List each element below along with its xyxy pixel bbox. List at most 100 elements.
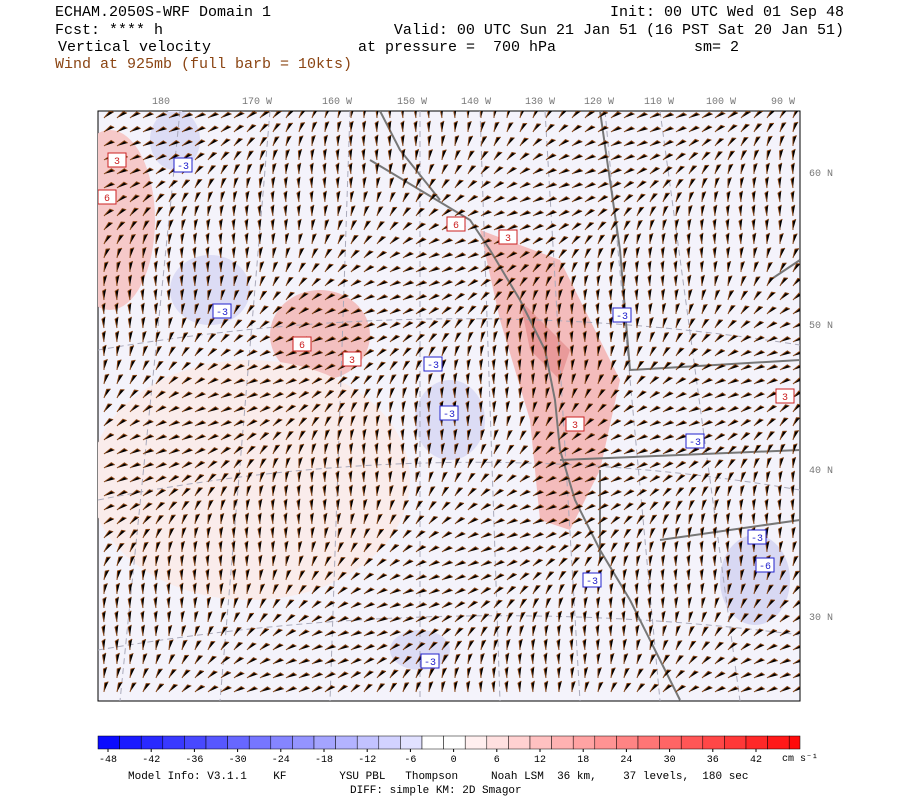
contour-label: -3 (689, 438, 701, 449)
colorbar-bin (119, 735, 142, 750)
longitude-label: 130 W (525, 97, 555, 108)
colorbar-tick-label: -30 (229, 755, 247, 766)
colorbar-bin (594, 735, 617, 750)
contour-label: 6 (299, 341, 305, 352)
contour-label: -3 (424, 658, 436, 669)
colorbar-tick-label: -12 (358, 755, 376, 766)
colorbar-bin (529, 735, 552, 750)
contour-label-box (755, 557, 775, 573)
contour-label-box (342, 351, 362, 367)
colorbar-tick-label: -48 (99, 755, 117, 766)
latitude-label: 50 N (809, 321, 833, 332)
contour-label-box (420, 653, 440, 669)
wind-barbs (101, 111, 800, 693)
contour-label-box (582, 572, 602, 588)
colorbar-tick-label: -42 (142, 755, 160, 766)
colorbar-bin (140, 735, 164, 750)
colorbar-bin (421, 735, 444, 750)
contour-label: 3 (114, 157, 120, 168)
smoothing: sm= 2 (694, 39, 739, 56)
colorbar-bin (486, 735, 509, 750)
longitude-label: 120 W (584, 97, 614, 108)
colorbar-tick-label: -6 (404, 755, 416, 766)
colorbar-tick-label: 30 (664, 755, 676, 766)
contour-label-box (747, 529, 767, 545)
colorbar-bin (335, 735, 358, 750)
contour-label-box (292, 336, 312, 352)
contour-label-box (212, 303, 232, 319)
colorbar-tick-label: 24 (620, 755, 632, 766)
model-info: Model Info: V3.1.1 KF YSU PBL Thompson N… (128, 771, 749, 783)
forecast: Fcst: **** h (55, 22, 163, 39)
contour-label-box (439, 405, 459, 421)
contour-label: 3 (349, 356, 355, 367)
contour-label: -3 (177, 162, 189, 173)
colorbar-bin (378, 735, 401, 750)
colorbar-bin (767, 735, 790, 750)
contour-label-box (565, 416, 585, 432)
colorbar-bin (659, 735, 682, 750)
longitude-label: 160 W (322, 97, 352, 108)
field: Vertical velocity (58, 39, 211, 56)
longitude-label: 110 W (644, 97, 674, 108)
contour-label-box (446, 216, 466, 232)
contour-label-box (498, 229, 518, 245)
colorbar-tick-label: -18 (315, 755, 333, 766)
contour-label-box (423, 356, 443, 372)
colorbar-bin (702, 735, 725, 750)
colorbar: -48 -42 -36 -30 -24 -18 -12 -6 0 6 12 18 24 30 36 42 (97, 735, 801, 766)
colorbar-tick-label: -24 (272, 755, 290, 766)
colorbar-bin (97, 735, 120, 750)
wind-note: Wind at 925mb (full barb = 10kts) (55, 56, 352, 73)
colorbar-bin (788, 735, 801, 750)
colorbar-tick-label: -36 (185, 755, 203, 766)
contour-label: -3 (427, 361, 439, 372)
colorbar-tick-label: 42 (750, 755, 762, 766)
contour-label-box (685, 433, 705, 449)
latitude-label: 60 N (809, 169, 833, 180)
contour-label-box (173, 157, 193, 173)
valid-time: Valid: 00 UTC Sun 21 Jan 51 (16 PST Sat … (394, 22, 844, 39)
colorbar-tick-label: 36 (707, 755, 719, 766)
colorbar-bin (551, 735, 574, 750)
map-body: 3 -3 6 -3 6 3 -3 -3 6 3 -3 3 -3 3 -3 -6 -3 -3 (98, 111, 800, 701)
colorbar-bin (184, 735, 207, 750)
latitude-label: 30 N (809, 613, 833, 624)
colorbar-tick-label: 0 (451, 755, 457, 766)
contour-label-box (107, 152, 127, 168)
colorbar-bin (248, 735, 272, 750)
colorbar-bin (745, 735, 768, 750)
colorbar-unit: cm s⁻¹ (782, 754, 818, 765)
contour-label: 6 (104, 194, 110, 205)
colorbar-bin (616, 735, 639, 750)
contour-label-box (775, 388, 795, 404)
contour-label: -3 (751, 534, 763, 545)
contour-label-box (612, 307, 632, 323)
colorbar-bin (637, 735, 660, 750)
colorbar-tick-label: 18 (577, 755, 589, 766)
colorbar-bin (292, 735, 315, 750)
contour-label-box (98, 189, 117, 205)
colorbar-tick-label: 12 (534, 755, 546, 766)
colorbar-bin (270, 735, 293, 750)
longitude-label: 100 W (706, 97, 736, 108)
longitude-label: 180 (152, 97, 170, 108)
colorbar-bin (443, 735, 466, 750)
colorbar-bin (356, 735, 380, 750)
longitude-label: 90 W (771, 97, 795, 108)
contour-label: -3 (216, 308, 228, 319)
contour-label: -3 (616, 312, 628, 323)
rising-area (98, 130, 155, 310)
title: ECHAM.2050S-WRF Domain 1 (55, 4, 271, 21)
colorbar-bin (724, 735, 747, 750)
contour-label: -6 (759, 562, 771, 573)
longitude-label: 140 W (461, 97, 491, 108)
colorbar-bin (205, 735, 228, 750)
colorbar-bin (162, 735, 185, 750)
colorbar-bin (508, 735, 531, 750)
colorbar-bin (572, 735, 596, 750)
colorbar-bin (313, 735, 336, 750)
map: 3 -3 6 -3 6 3 -3 -3 6 3 -3 3 -3 3 -3 -6 -3 -3 (97, 110, 801, 702)
diff-info: DIFF: simple KM: 2D Smagor (350, 785, 522, 797)
